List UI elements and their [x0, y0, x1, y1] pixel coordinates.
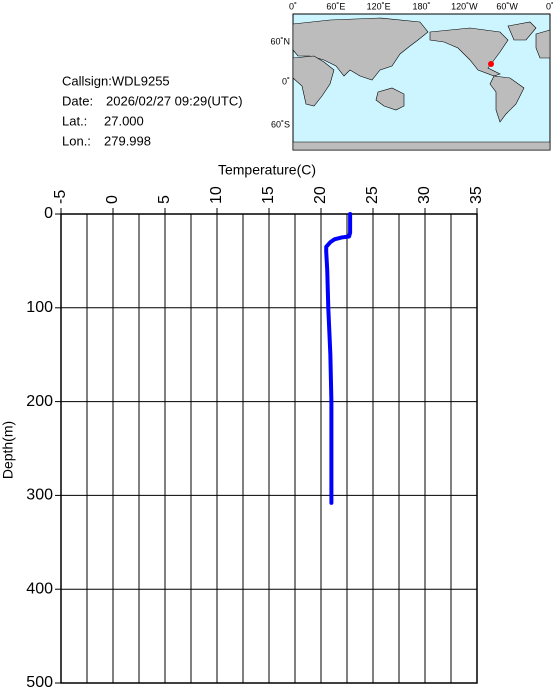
x-tick-label: 0 [104, 195, 121, 204]
map-lon-label: 60˚E [326, 1, 345, 11]
map-lon-label: 120˚W [451, 1, 478, 11]
map-lon-label: 0˚ [546, 1, 553, 11]
antarctica [292, 141, 551, 151]
south-america [489, 75, 525, 123]
y-tick-label: 400 [26, 580, 53, 597]
europe-edge [535, 29, 551, 59]
y-axis-label: Depth(m) [0, 421, 16, 479]
x-tick-label: 20 [312, 186, 329, 204]
map-lon-label: 180˚ [412, 1, 430, 11]
map [292, 13, 551, 151]
y-tick-label: 200 [26, 393, 53, 410]
australia [375, 87, 405, 111]
y-tick-label: 300 [26, 487, 53, 504]
x-tick-label: 15 [260, 186, 277, 204]
profile-line [324, 212, 353, 505]
map-lat-label: 60˚N [270, 36, 290, 46]
y-tick-label: 100 [26, 299, 53, 316]
plot-frame [60, 213, 478, 684]
lon-label: Lon.: [62, 133, 91, 148]
x-tick-label: 5 [156, 195, 173, 204]
y-tick-label: 500 [26, 674, 53, 690]
info-block: Callsign:WDL9255 Date: 2026/02/27 09:29(… [62, 73, 243, 148]
map-lon-label: 60˚W [496, 1, 518, 11]
greenland [507, 21, 537, 41]
callsign: Callsign:WDL9255 [62, 73, 170, 88]
x-axis-label: Temperature(C) [218, 162, 316, 178]
africa [292, 55, 335, 107]
x-tick-label: 30 [416, 186, 433, 204]
lon: 279.998 [104, 133, 151, 148]
lat-label: Lat.: [62, 113, 87, 128]
lat: 27.000 [104, 113, 144, 128]
location-marker [488, 61, 494, 67]
map-lat-label: 60˚S [271, 119, 290, 129]
x-tick-label: 35 [468, 186, 485, 204]
x-tick-label: -5 [52, 190, 69, 204]
date: 2026/02/27 09:29(UTC) [106, 93, 243, 108]
y-tick-label: 0 [44, 205, 53, 222]
map-lon-label: 120˚E [367, 1, 391, 11]
x-tick-label: 10 [208, 186, 225, 204]
date-label: Date: [62, 93, 93, 108]
map-lat-label: 0˚ [282, 76, 290, 86]
map-lon-label: 0˚ [289, 1, 297, 11]
x-tick-label: 25 [364, 186, 381, 204]
